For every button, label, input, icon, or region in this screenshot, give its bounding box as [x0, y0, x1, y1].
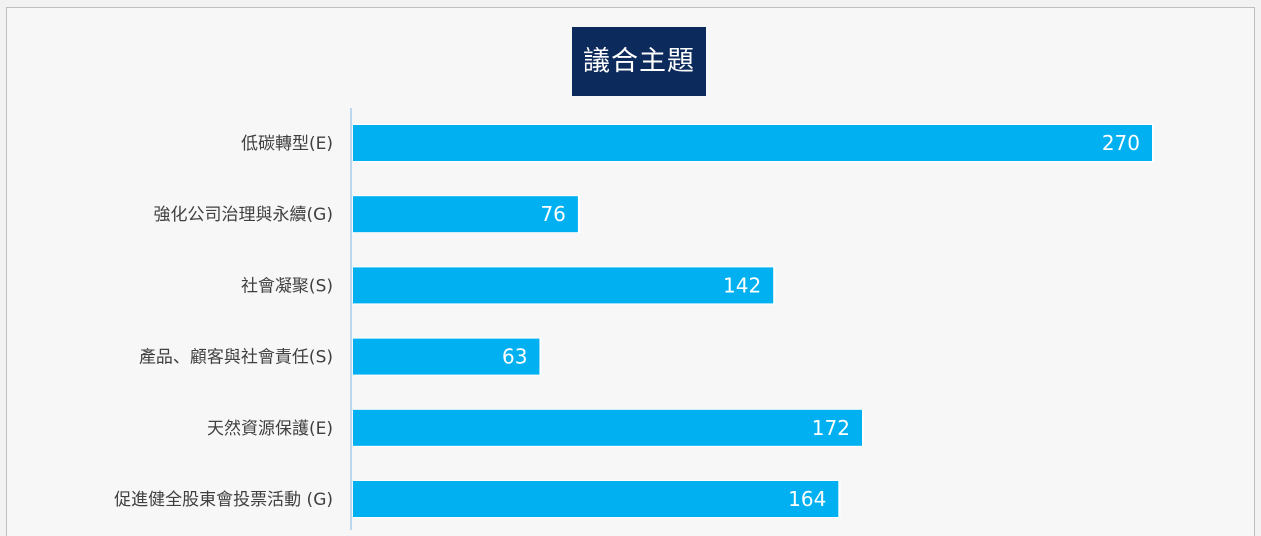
- value-label: 63: [502, 345, 527, 369]
- category-label: 促進健全股東會投票活動 (G): [114, 490, 333, 510]
- value-label: 164: [788, 487, 826, 511]
- bar: [353, 338, 540, 375]
- category-label: 社會凝聚(S): [241, 276, 333, 296]
- category-label: 產品、顧客與社會責任(S): [139, 348, 333, 368]
- bar: [353, 196, 578, 233]
- category-label: 天然資源保護(E): [207, 419, 333, 439]
- value-label: 172: [812, 416, 850, 440]
- category-label: 強化公司治理與永續(G): [154, 205, 333, 225]
- bars-group: 低碳轉型(E) 270 強化公司治理與永續(G) 76 社會凝聚(S) 142 產品、顧客與…: [114, 124, 1154, 518]
- value-label: 270: [1102, 131, 1140, 155]
- value-label: 76: [540, 202, 565, 226]
- bar: [353, 267, 774, 304]
- category-label: 低碳轉型(E): [241, 134, 333, 154]
- chart-title: 議合主題: [572, 27, 706, 96]
- bar: [353, 481, 839, 517]
- bar: [353, 125, 1152, 161]
- value-label: 142: [723, 273, 761, 297]
- bar: [353, 409, 862, 446]
